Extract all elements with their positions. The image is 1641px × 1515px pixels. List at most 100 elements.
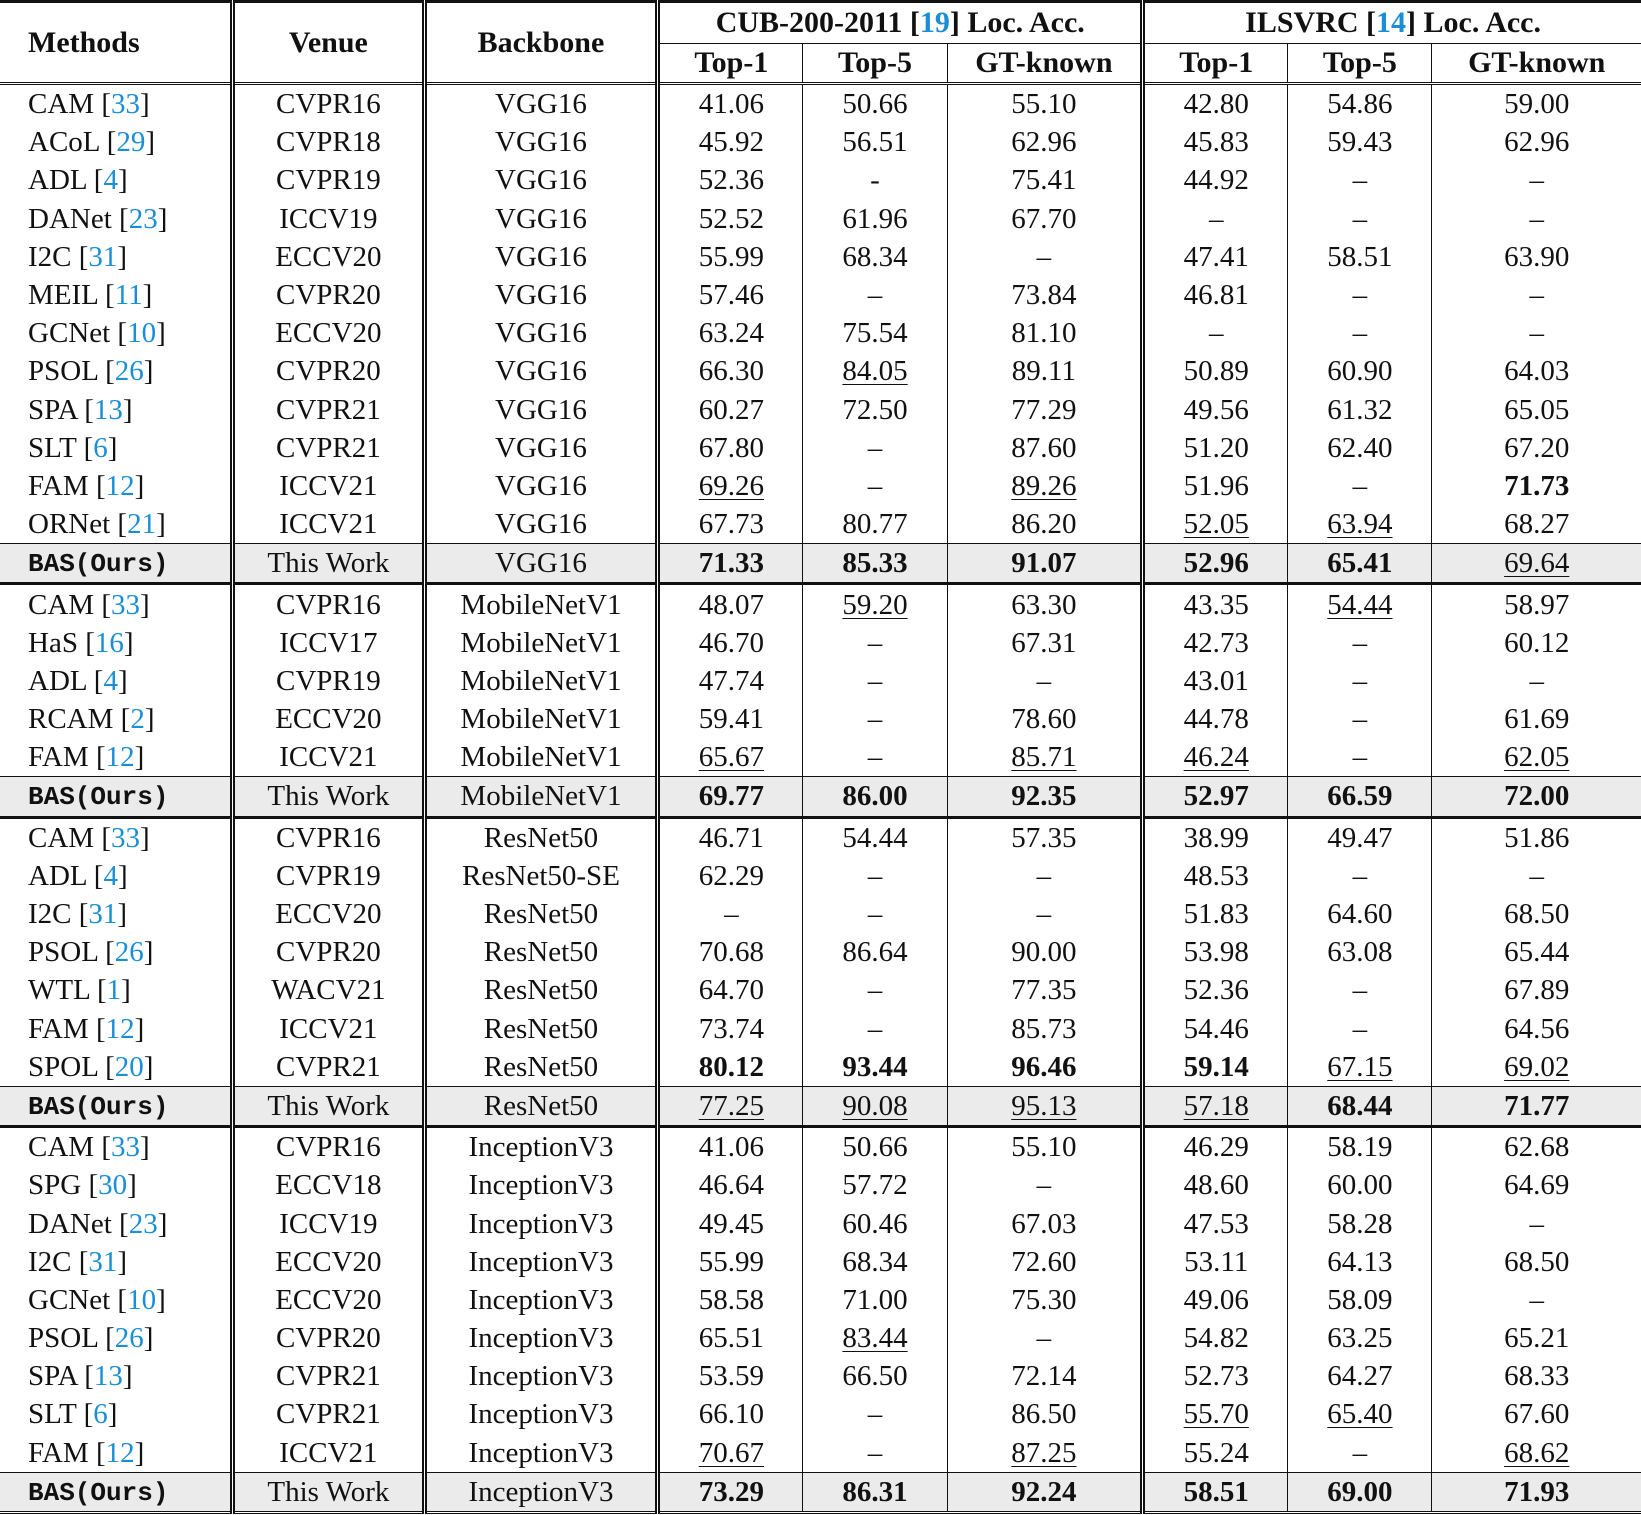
ref-bracket-open: [: [71, 1245, 89, 1278]
score-value: –: [1352, 626, 1368, 659]
score-value: 41.06: [698, 88, 764, 121]
score-cell: –: [802, 1395, 948, 1434]
score-cell: 60.00: [1287, 1166, 1433, 1205]
citation-link[interactable]: 4: [103, 859, 118, 892]
venue-cell: CVPR20: [232, 1319, 427, 1358]
score-cell: 44.78: [1142, 700, 1289, 739]
citation-link[interactable]: 13: [93, 393, 123, 426]
ref-bracket-close: ]: [134, 1012, 145, 1045]
ref-bracket-open: [: [113, 703, 131, 736]
citation-link[interactable]: 10: [127, 317, 157, 350]
score-cell: 53.11: [1142, 1242, 1289, 1281]
method-cell: SPG [30]: [0, 1166, 236, 1205]
method-name: ORNet: [28, 508, 111, 541]
score-cell: –: [802, 894, 948, 934]
citation-link[interactable]: 2: [130, 703, 145, 736]
method-cell: DANet [23]: [0, 1204, 236, 1243]
citation-link[interactable]: 4: [103, 664, 118, 697]
ref-bracket-open: [: [88, 1012, 106, 1045]
score-value: 64.27: [1327, 1360, 1393, 1393]
score-value: –: [1036, 240, 1052, 273]
score-cell: 77.29: [947, 390, 1146, 429]
score-value: 58.19: [1327, 1131, 1393, 1164]
method-name: FAM: [28, 1436, 89, 1469]
score-cell: 46.29: [1142, 1126, 1289, 1167]
citation-link[interactable]: 11: [114, 279, 143, 312]
score-value: –: [1352, 1436, 1368, 1469]
backbone-cell: InceptionV3: [424, 1280, 661, 1319]
score-value: 60.90: [1327, 355, 1393, 388]
score-value: 61.32: [1327, 393, 1393, 426]
table-row: PSOL [26] CVPR20 VGG16 66.30 84.05 89.11 50.89…: [0, 352, 1641, 391]
score-cell: 58.28: [1287, 1204, 1433, 1243]
score-value: 48.53: [1183, 859, 1249, 892]
method-cell: GCNet [10]: [0, 314, 236, 353]
ref-bracket-close: ]: [140, 88, 150, 121]
score-cell: 46.71: [657, 817, 804, 857]
score-value: 64.13: [1327, 1245, 1393, 1278]
citation-link[interactable]: 16: [94, 626, 124, 659]
score-value: 45.92: [698, 126, 764, 159]
citation-link[interactable]: 20: [114, 1050, 144, 1083]
method-cell: CAM [33]: [0, 583, 236, 624]
score-value: 89.11: [1011, 355, 1076, 388]
score-value: 52.96: [1183, 547, 1249, 580]
score-value: –: [1352, 202, 1368, 235]
score-value: 45.83: [1183, 126, 1249, 159]
citation-link[interactable]: 23: [128, 202, 158, 235]
citation-link[interactable]: 10: [127, 1283, 157, 1316]
citation-link[interactable]: 26: [114, 1322, 144, 1355]
score-value: 46.29: [1183, 1131, 1249, 1164]
citation-link[interactable]: 26: [114, 355, 144, 388]
score-cell: 87.60: [947, 428, 1146, 467]
ref-bracket-open: [: [76, 431, 94, 464]
citation-link[interactable]: 33: [111, 821, 140, 854]
header-cub-gtknown: GT-known: [947, 43, 1146, 85]
method-name: I2C: [28, 898, 72, 931]
method-cell: FAM [12]: [0, 1433, 236, 1473]
score-value: 58.51: [1183, 1475, 1249, 1508]
table-row: ACoL [29] CVPR18 VGG16 45.92 56.51 62.96 45.83…: [0, 123, 1641, 162]
score-cell: 66.30: [657, 352, 804, 391]
ref-bracket-close: ]: [156, 508, 166, 541]
score-value: 83.44: [842, 1322, 908, 1355]
method-name: BAS(Ours): [28, 782, 169, 813]
citation-link[interactable]: 23: [128, 1207, 158, 1240]
method-cell: FAM [12]: [0, 1009, 236, 1048]
score-value: 92.24: [1011, 1475, 1077, 1508]
backbone-cell: VGG16: [424, 466, 661, 506]
score-cell: 67.15: [1287, 1047, 1433, 1087]
citation-link[interactable]: 33: [111, 1131, 140, 1164]
citation-link[interactable]: 6: [93, 431, 108, 464]
score-value: 46.70: [698, 626, 764, 659]
ref-bracket-open: [: [76, 1360, 94, 1393]
citation-link[interactable]: 26: [114, 936, 144, 969]
citation-link[interactable]: 33: [111, 588, 140, 621]
citation-link[interactable]: 4: [103, 164, 118, 197]
citation-link[interactable]: 29: [116, 126, 146, 159]
score-value: –: [1352, 741, 1368, 774]
backbone-cell: ResNet50: [424, 1009, 661, 1048]
citation-link[interactable]: 21: [127, 508, 157, 541]
score-value: 68.34: [842, 1245, 908, 1278]
citation-link[interactable]: 1: [106, 974, 122, 1007]
table-row: PSOL [26] CVPR20 ResNet50 70.68 86.64 90.00 53…: [0, 933, 1641, 972]
citation-link[interactable]: 12: [105, 1436, 135, 1469]
citation-link[interactable]: 12: [105, 1012, 135, 1045]
backbone-cell: ResNet50: [424, 894, 661, 934]
citation-link[interactable]: 31: [88, 1245, 118, 1278]
citation-link[interactable]: 31: [88, 898, 118, 931]
ref-bracket-close: ]: [122, 393, 133, 426]
citation-link[interactable]: 33: [111, 88, 140, 121]
score-value: 57.72: [842, 1169, 908, 1202]
citation-link[interactable]: 12: [105, 469, 135, 502]
citation-link[interactable]: 13: [93, 1360, 123, 1393]
citation-link[interactable]: 31: [88, 240, 118, 273]
header-venue: Venue: [232, 0, 427, 85]
score-value: 77.29: [1011, 393, 1077, 426]
citation-link[interactable]: 12: [105, 741, 135, 774]
header-cub-top5: Top-5: [802, 43, 948, 85]
citation-link[interactable]: 6: [93, 1398, 108, 1431]
citation-link[interactable]: 30: [98, 1169, 128, 1202]
score-cell: –: [1142, 314, 1289, 353]
